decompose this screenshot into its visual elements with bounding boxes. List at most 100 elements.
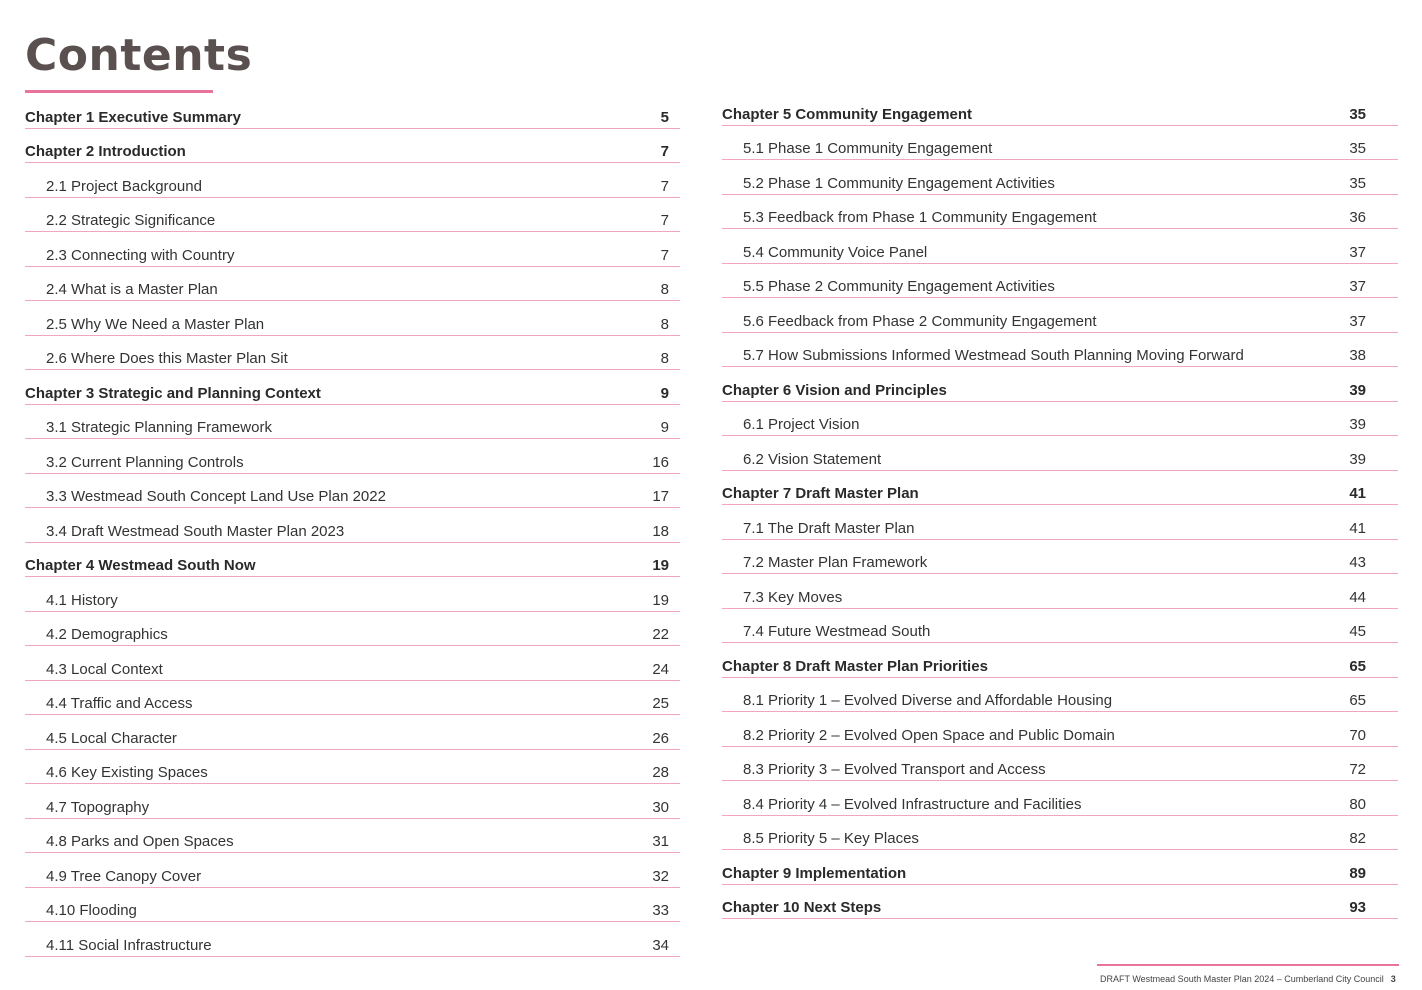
toc-entry-page: 93 xyxy=(1349,899,1366,916)
toc-column-right: Chapter 5 Community Engagement 35 5.1 Phas… xyxy=(722,91,1398,919)
toc-section-row[interactable]: 2.5 Why We Need a Master Plan 8 xyxy=(25,301,680,336)
toc-section-row[interactable]: 5.7 How Submissions Informed Westmead So… xyxy=(722,333,1398,367)
toc-entry-page: 37 xyxy=(1349,312,1366,330)
toc-section-row[interactable]: 7.2 Master Plan Framework 43 xyxy=(722,540,1398,574)
toc-chapter-row[interactable]: Chapter 3 Strategic and Planning Context… xyxy=(25,370,680,405)
toc-entry-label: 7.3 Key Moves xyxy=(743,588,843,606)
toc-entry-page: 17 xyxy=(652,488,669,505)
toc-entry-page: 7 xyxy=(660,212,669,229)
title-underline xyxy=(25,90,213,93)
toc-entry-page: 8 xyxy=(660,350,669,367)
toc-section-row[interactable]: 4.1 History 19 xyxy=(25,577,680,612)
toc-entry-label: 8.4 Priority 4 – Evolved Infrastructure … xyxy=(743,795,1082,813)
toc-section-row[interactable]: 8.4 Priority 4 – Evolved Infrastructure … xyxy=(722,781,1398,816)
toc-entry-label: 4.9 Tree Canopy Cover xyxy=(46,867,202,885)
toc-entry-label: 5.7 How Submissions Informed Westmead So… xyxy=(743,347,1244,364)
toc-entry-label: 2.1 Project Background xyxy=(46,177,202,195)
toc-entry-page: 7 xyxy=(660,177,669,195)
toc-entry-label: Chapter 3 Strategic and Planning Context xyxy=(25,384,321,402)
toc-entry-page: 30 xyxy=(652,798,669,816)
toc-chapter-row[interactable]: Chapter 6 Vision and Principles 39 xyxy=(722,367,1398,402)
toc-entry-page: 32 xyxy=(652,867,669,885)
toc-section-row[interactable]: 6.2 Vision Statement 39 xyxy=(722,436,1398,471)
toc-chapter-row[interactable]: Chapter 2 Introduction 7 xyxy=(25,129,680,163)
toc-chapter-row[interactable]: Chapter 8 Draft Master Plan Priorities 65 xyxy=(722,643,1398,678)
toc-entry-label: 4.4 Traffic and Access xyxy=(46,695,193,712)
toc-section-row[interactable]: 2.6 Where Does this Master Plan Sit 8 xyxy=(25,336,680,370)
toc-section-row[interactable]: 7.3 Key Moves 44 xyxy=(722,574,1398,609)
toc-section-row[interactable]: 5.4 Community Voice Panel 37 xyxy=(722,229,1398,264)
toc-section-row[interactable]: 2.1 Project Background 7 xyxy=(25,163,680,198)
toc-entry-label: Chapter 5 Community Engagement xyxy=(722,105,973,123)
toc-section-row[interactable]: 4.3 Local Context 24 xyxy=(25,646,680,681)
toc-entry-label: 7.4 Future Westmead South xyxy=(743,623,931,640)
toc-section-row[interactable]: 6.1 Project Vision 39 xyxy=(722,402,1398,436)
toc-entry-page: 24 xyxy=(652,660,669,678)
toc-entry-page: 45 xyxy=(1349,623,1366,640)
toc-entry-label: Chapter 4 Westmead South Now xyxy=(25,557,256,574)
toc-entry-page: 16 xyxy=(652,453,669,471)
toc-section-row[interactable]: 8.1 Priority 1 – Evolved Diverse and Aff… xyxy=(722,678,1398,712)
toc-section-row[interactable]: 3.4 Draft Westmead South Master Plan 202… xyxy=(25,508,680,543)
toc-section-row[interactable]: 4.5 Local Character 26 xyxy=(25,715,680,750)
toc-entry-page: 28 xyxy=(652,764,669,781)
toc-entry-label: Chapter 7 Draft Master Plan xyxy=(722,485,919,502)
toc-section-row[interactable]: 3.1 Strategic Planning Framework 9 xyxy=(25,405,680,439)
toc-section-row[interactable]: 4.4 Traffic and Access 25 xyxy=(25,681,680,715)
toc-entry-page: 65 xyxy=(1349,657,1366,675)
footer: DRAFT Westmead South Master Plan 2024 – … xyxy=(1100,974,1396,984)
toc-chapter-row[interactable]: Chapter 7 Draft Master Plan 41 xyxy=(722,471,1398,505)
toc-entry-label: 5.1 Phase 1 Community Engagement xyxy=(743,140,993,157)
toc-section-row[interactable]: 4.11 Social Infrastructure 34 xyxy=(25,922,680,957)
toc-entry-page: 41 xyxy=(1349,519,1366,537)
toc-section-row[interactable]: 4.9 Tree Canopy Cover 32 xyxy=(25,853,680,888)
toc-entry-label: 2.3 Connecting with Country xyxy=(46,246,235,264)
toc-entry-page: 33 xyxy=(652,902,669,919)
toc-entry-page: 82 xyxy=(1349,830,1366,847)
toc-section-row[interactable]: 3.2 Current Planning Controls 16 xyxy=(25,439,680,474)
toc-section-row[interactable]: 7.4 Future Westmead South 45 xyxy=(722,609,1398,643)
toc-section-row[interactable]: 7.1 The Draft Master Plan 41 xyxy=(722,505,1398,540)
toc-column-left: Chapter 1 Executive Summary 5 Chapter 2 In… xyxy=(25,94,680,957)
toc-chapter-row[interactable]: Chapter 4 Westmead South Now 19 xyxy=(25,543,680,577)
toc-chapter-row[interactable]: Chapter 1 Executive Summary 5 xyxy=(25,94,680,129)
toc-chapter-row[interactable]: Chapter 5 Community Engagement 35 xyxy=(722,91,1398,126)
toc-entry-label: 2.6 Where Does this Master Plan Sit xyxy=(46,350,288,367)
toc-section-row[interactable]: 5.2 Phase 1 Community Engagement Activit… xyxy=(722,160,1398,195)
toc-section-row[interactable]: 5.1 Phase 1 Community Engagement 35 xyxy=(722,126,1398,160)
toc-section-row[interactable]: 4.6 Key Existing Spaces 28 xyxy=(25,750,680,784)
toc-entry-page: 35 xyxy=(1349,105,1366,123)
toc-section-row[interactable]: 5.3 Feedback from Phase 1 Community Enga… xyxy=(722,195,1398,229)
toc-section-row[interactable]: 4.2 Demographics 22 xyxy=(25,612,680,646)
toc-section-row[interactable]: 4.7 Topography 30 xyxy=(25,784,680,819)
toc-section-row[interactable]: 8.2 Priority 2 – Evolved Open Space and … xyxy=(722,712,1398,747)
toc-entry-page: 39 xyxy=(1349,381,1366,399)
toc-section-row[interactable]: 2.2 Strategic Significance 7 xyxy=(25,198,680,232)
toc-entry-label: 7.1 The Draft Master Plan xyxy=(743,519,915,537)
toc-section-row[interactable]: 2.4 What is a Master Plan 8 xyxy=(25,267,680,301)
toc-entry-label: 4.2 Demographics xyxy=(46,626,168,643)
toc-entry-page: 8 xyxy=(660,315,669,333)
toc-entry-page: 35 xyxy=(1349,140,1366,157)
toc-section-row[interactable]: 3.3 Westmead South Concept Land Use Plan… xyxy=(25,474,680,508)
toc-entry-label: 4.3 Local Context xyxy=(46,660,163,678)
toc-entry-page: 43 xyxy=(1349,554,1366,571)
toc-entry-label: 4.7 Topography xyxy=(46,798,150,816)
toc-section-row[interactable]: 5.5 Phase 2 Community Engagement Activit… xyxy=(722,264,1398,298)
toc-entry-label: 2.5 Why We Need a Master Plan xyxy=(46,315,265,333)
toc-entry-label: 3.1 Strategic Planning Framework xyxy=(46,419,272,436)
toc-entry-label: 4.6 Key Existing Spaces xyxy=(46,764,208,781)
footer-rule xyxy=(1097,964,1399,966)
toc-entry-label: 3.2 Current Planning Controls xyxy=(46,453,244,471)
toc-chapter-row[interactable]: Chapter 9 Implementation 89 xyxy=(722,850,1398,885)
toc-section-row[interactable]: 4.10 Flooding 33 xyxy=(25,888,680,922)
toc-section-row[interactable]: 8.3 Priority 3 – Evolved Transport and A… xyxy=(722,747,1398,781)
toc-entry-label: 5.5 Phase 2 Community Engagement Activit… xyxy=(743,278,1055,295)
toc-section-row[interactable]: 8.5 Priority 5 – Key Places 82 xyxy=(722,816,1398,850)
toc-section-row[interactable]: 4.8 Parks and Open Spaces 31 xyxy=(25,819,680,853)
toc-chapter-row[interactable]: Chapter 10 Next Steps 93 xyxy=(722,885,1398,919)
toc-entry-label: 2.2 Strategic Significance xyxy=(46,212,216,229)
toc-entry-page: 8 xyxy=(660,281,669,298)
toc-section-row[interactable]: 5.6 Feedback from Phase 2 Community Enga… xyxy=(722,298,1398,333)
toc-section-row[interactable]: 2.3 Connecting with Country 7 xyxy=(25,232,680,267)
